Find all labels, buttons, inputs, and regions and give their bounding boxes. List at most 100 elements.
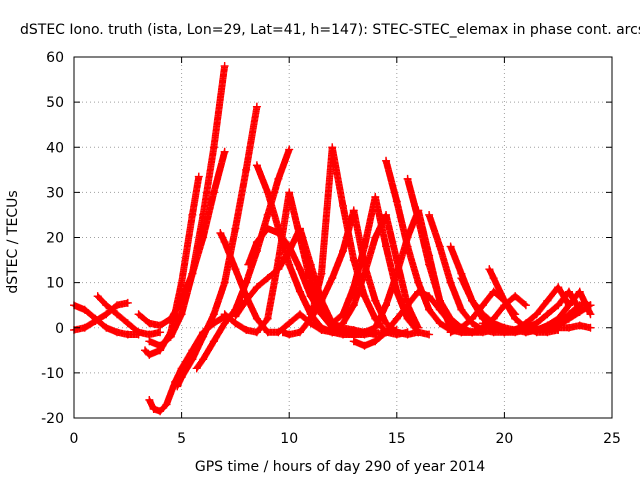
series-arc08 — [173, 102, 261, 391]
data-point — [403, 301, 412, 310]
data-point — [446, 278, 455, 287]
data-point — [360, 242, 369, 251]
data-point — [575, 307, 584, 316]
data-point — [339, 201, 347, 210]
data-point — [263, 188, 272, 197]
x-axis-title: GPS time / hours of day 290 of year 2014 — [195, 459, 485, 475]
data-point — [382, 210, 391, 219]
x-tick-label: 15 — [388, 431, 406, 447]
data-point — [554, 283, 563, 292]
data-point — [485, 265, 494, 274]
data-point — [285, 319, 294, 328]
data-point — [209, 337, 218, 346]
y-tick-label: 20 — [46, 231, 64, 247]
data-point — [220, 238, 229, 247]
data-point — [446, 314, 455, 323]
data-point — [177, 373, 186, 382]
data-point — [199, 355, 208, 364]
y-tick-label: 50 — [46, 95, 64, 111]
data-point — [242, 165, 251, 174]
data-point — [220, 278, 229, 287]
data-point — [252, 102, 261, 111]
data-point — [382, 242, 391, 251]
data-point — [220, 147, 229, 156]
data-point — [252, 328, 261, 337]
data-point — [295, 310, 304, 319]
x-tick-label: 5 — [177, 431, 186, 447]
data-point — [435, 319, 444, 328]
data-point — [349, 301, 358, 310]
data-point — [511, 310, 520, 319]
data-point — [371, 330, 380, 339]
data-point — [145, 330, 154, 339]
data-point — [564, 287, 573, 296]
data-point — [500, 328, 509, 337]
data-point — [425, 210, 434, 219]
data-point — [478, 319, 487, 328]
data-point — [403, 242, 412, 251]
data-point — [274, 174, 283, 183]
data-point — [339, 319, 347, 328]
data-point — [317, 269, 326, 278]
data-point — [403, 314, 412, 323]
data-point — [414, 323, 423, 332]
data-point — [285, 260, 294, 269]
data-point — [403, 330, 412, 339]
data-point — [521, 301, 530, 310]
data-point — [166, 332, 175, 341]
data-point — [457, 305, 466, 314]
data-point — [349, 328, 358, 337]
series-arc35 — [478, 319, 530, 337]
data-point — [209, 143, 218, 152]
data-point — [263, 274, 272, 283]
data-point — [252, 314, 261, 323]
data-point — [328, 319, 337, 328]
data-point — [231, 265, 240, 274]
data-point — [278, 328, 287, 337]
data-point — [511, 326, 520, 335]
data-point — [216, 228, 225, 237]
data-point — [263, 328, 272, 337]
data-point — [543, 310, 552, 319]
data-point — [564, 301, 573, 310]
data-point — [392, 269, 401, 278]
data-point — [564, 314, 573, 323]
data-point — [586, 323, 595, 332]
data-point — [371, 337, 380, 346]
data-point — [392, 328, 401, 337]
data-point — [199, 210, 208, 219]
data-point — [478, 310, 487, 319]
data-point — [371, 296, 380, 305]
data-point — [349, 283, 358, 292]
data-point — [360, 341, 369, 350]
data-point — [149, 404, 158, 413]
data-point — [543, 296, 552, 305]
data-point — [252, 161, 261, 170]
data-point — [134, 310, 143, 319]
data-point — [564, 323, 573, 332]
data-point — [382, 319, 391, 328]
data-point — [102, 323, 111, 332]
y-tick-label: -10 — [41, 366, 64, 382]
data-point — [123, 330, 132, 339]
data-point — [468, 314, 477, 323]
data-point — [521, 323, 530, 332]
data-point — [468, 296, 477, 305]
data-point — [209, 310, 218, 319]
data-point — [113, 310, 122, 319]
data-point — [113, 301, 122, 310]
data-point — [231, 224, 240, 233]
x-tick-label: 20 — [495, 431, 513, 447]
data-point — [554, 323, 563, 332]
data-point — [295, 287, 304, 296]
data-point — [145, 319, 154, 328]
data-point — [457, 274, 466, 283]
data-point — [145, 350, 154, 359]
data-point — [446, 242, 455, 251]
data-point — [317, 323, 326, 332]
y-tick-label: 60 — [46, 50, 64, 66]
series-arc18 — [328, 210, 423, 337]
data-point — [220, 62, 229, 71]
data-point — [295, 233, 304, 242]
data-point — [173, 382, 182, 391]
